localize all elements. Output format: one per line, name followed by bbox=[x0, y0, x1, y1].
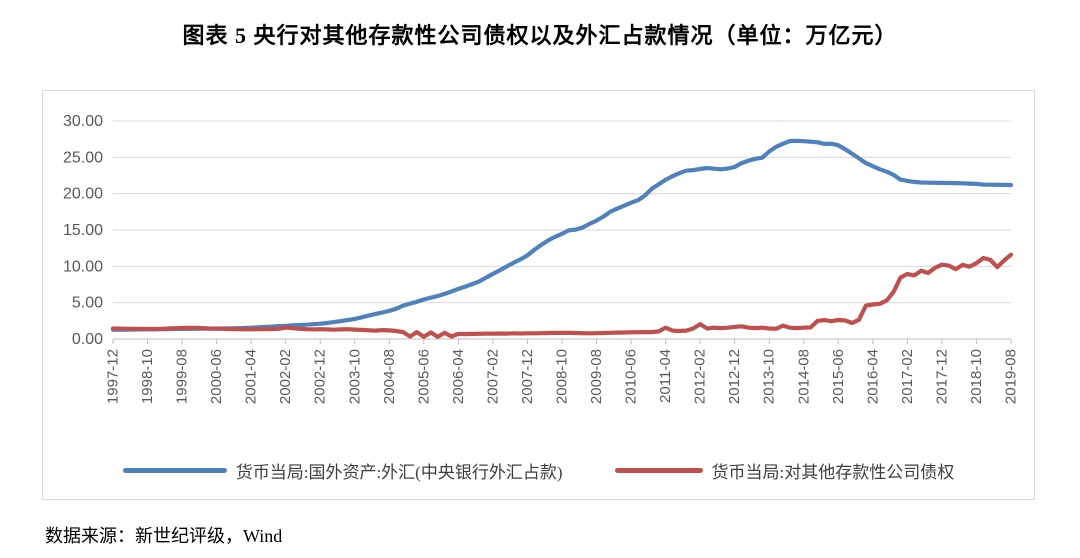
svg-text:2016-04: 2016-04 bbox=[864, 349, 881, 404]
x-axis-labels: 1997-12 1998-10 1999-08 2000-06 2001-04 2002-… bbox=[105, 349, 1020, 404]
svg-text:2000-06: 2000-06 bbox=[208, 349, 225, 404]
svg-text:2007-12: 2007-12 bbox=[519, 349, 536, 404]
svg-text:2005-06: 2005-06 bbox=[415, 349, 432, 404]
line-chart: 0.00 5.00 10.00 15.00 20.00 25.00 30.00 1997-12… bbox=[63, 113, 1020, 404]
svg-text:2002-02: 2002-02 bbox=[277, 349, 294, 404]
svg-text:2001-04: 2001-04 bbox=[243, 349, 260, 404]
svg-text:2019-08: 2019-08 bbox=[1003, 349, 1020, 404]
svg-text:2011-04: 2011-04 bbox=[657, 349, 674, 403]
svg-text:2010-06: 2010-06 bbox=[623, 349, 640, 404]
svg-text:2009-08: 2009-08 bbox=[588, 349, 605, 404]
svg-text:0.00: 0.00 bbox=[72, 331, 103, 348]
legend-item-odc-claims: 货币当局:对其他存款性公司债权 bbox=[614, 458, 955, 483]
x-axis-ticks bbox=[112, 339, 1012, 344]
svg-text:10.00: 10.00 bbox=[63, 258, 103, 275]
legend-label-fx-holdings: 货币当局:国外资产:外汇(中央银行外汇占款) bbox=[235, 463, 563, 482]
svg-text:2007-02: 2007-02 bbox=[484, 349, 501, 404]
svg-text:2004-08: 2004-08 bbox=[381, 349, 398, 404]
svg-text:25.00: 25.00 bbox=[63, 149, 103, 166]
svg-text:2006-04: 2006-04 bbox=[450, 349, 467, 404]
svg-text:2018-10: 2018-10 bbox=[968, 349, 985, 404]
svg-text:2003-10: 2003-10 bbox=[346, 349, 363, 404]
svg-text:1997-12: 1997-12 bbox=[105, 349, 122, 404]
svg-text:30.00: 30.00 bbox=[63, 113, 103, 130]
svg-text:2012-12: 2012-12 bbox=[726, 349, 743, 404]
svg-text:1998-10: 1998-10 bbox=[139, 349, 156, 404]
svg-text:2008-10: 2008-10 bbox=[554, 349, 571, 404]
svg-text:15.00: 15.00 bbox=[63, 222, 103, 239]
legend-item-fx-holdings: 货币当局:国外资产:外汇(中央银行外汇占款) bbox=[122, 458, 563, 483]
svg-text:2013-10: 2013-10 bbox=[761, 349, 778, 404]
series-line-1 bbox=[110, 252, 1014, 339]
chart-area: 0.00 5.00 10.00 15.00 20.00 25.00 30.00 1997-12… bbox=[42, 90, 1035, 500]
red-line-swatch bbox=[614, 468, 703, 473]
svg-text:2017-12: 2017-12 bbox=[933, 349, 950, 404]
chart-title: 图表 5 央行对其他存款性公司债权以及外汇占款情况（单位：万亿元） bbox=[182, 23, 898, 48]
series-line-0 bbox=[110, 138, 1014, 332]
svg-text:2014-08: 2014-08 bbox=[795, 349, 812, 404]
svg-text:1999-08: 1999-08 bbox=[174, 349, 191, 404]
blue-line-swatch bbox=[122, 468, 227, 473]
data-source: 数据来源：新世纪评级，Wind bbox=[45, 526, 283, 546]
legend-label-odc-claims: 货币当局:对其他存款性公司债权 bbox=[711, 463, 955, 482]
svg-text:2015-06: 2015-06 bbox=[830, 349, 847, 404]
gridlines bbox=[113, 120, 1011, 304]
svg-text:5.00: 5.00 bbox=[72, 295, 103, 312]
svg-text:20.00: 20.00 bbox=[63, 186, 103, 203]
svg-text:2012-02: 2012-02 bbox=[692, 349, 709, 404]
svg-text:2002-12: 2002-12 bbox=[312, 349, 329, 404]
svg-text:2017-02: 2017-02 bbox=[899, 349, 916, 404]
y-axis-labels: 0.00 5.00 10.00 15.00 20.00 25.00 30.00 bbox=[63, 113, 103, 348]
chart-legend: 货币当局:国外资产:外汇(中央银行外汇占款) 货币当局:对其他存款性公司债权 bbox=[43, 458, 1034, 483]
